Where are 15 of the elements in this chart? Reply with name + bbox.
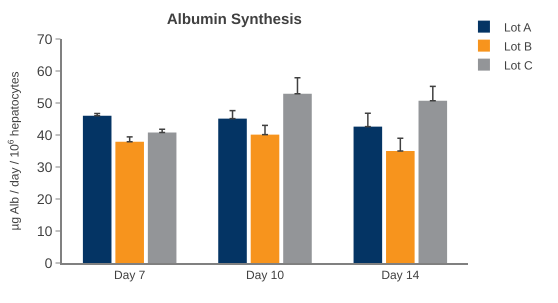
y-tick-label: 70 — [36, 30, 53, 47]
y-tick-label: 20 — [36, 190, 53, 207]
y-tick-label: 0 — [44, 254, 53, 271]
x-tick-label: Day 7 — [114, 268, 146, 282]
y-tick-label: 50 — [36, 94, 53, 111]
y-tick-label: 60 — [36, 62, 53, 79]
x-tick-label: Day 10 — [246, 268, 284, 282]
legend-label: Lot C — [504, 58, 533, 72]
y-tick-label: 10 — [36, 222, 53, 239]
legend-label: Lot A — [504, 20, 532, 34]
legend-label: Lot B — [504, 39, 532, 54]
x-tick-label: Day 14 — [381, 268, 420, 282]
y-tick-label: 40 — [36, 126, 53, 143]
chart-title: Albumin Synthesis — [166, 11, 302, 28]
y-tick-label: 30 — [36, 158, 53, 175]
